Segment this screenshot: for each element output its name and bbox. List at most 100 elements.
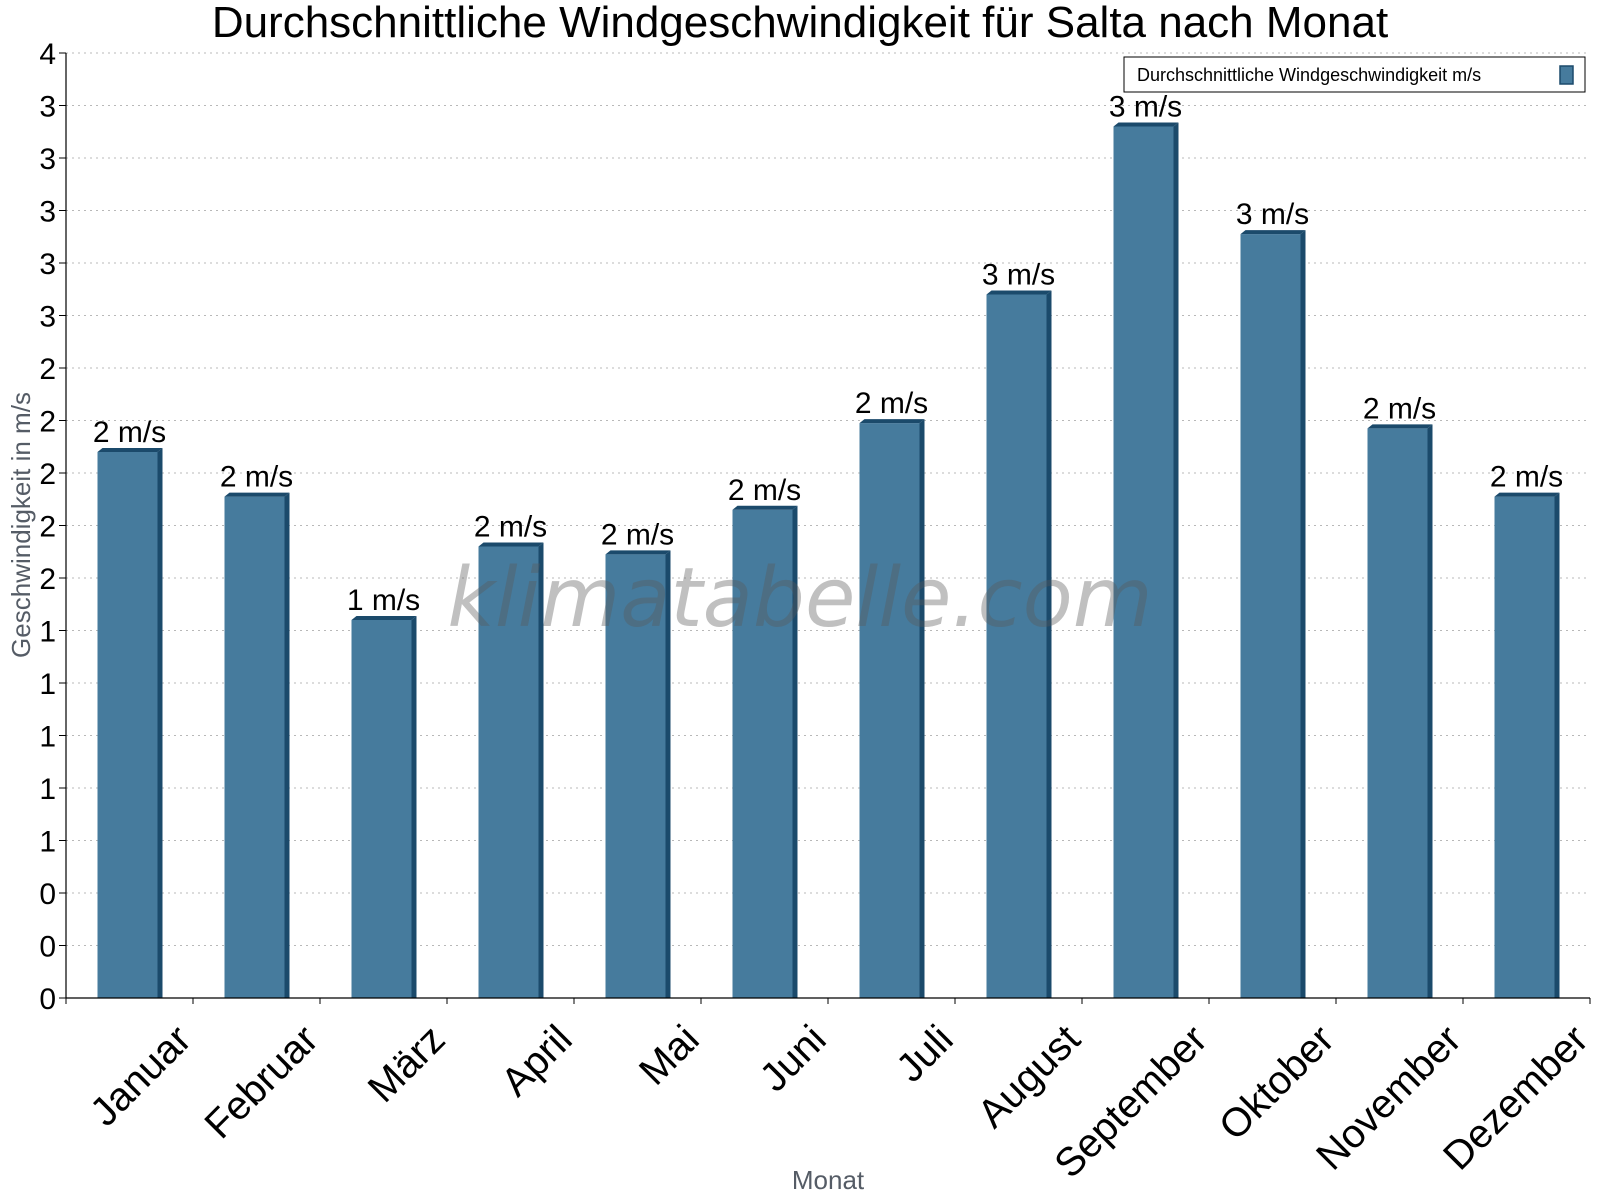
bar-face: [478, 546, 539, 998]
x-tick-label: März: [360, 1017, 454, 1111]
bar-side: [411, 616, 417, 998]
y-axis-title: Geschwindigkeit in m/s: [6, 392, 36, 658]
bar-side: [665, 550, 671, 998]
y-tick-labels: 0 0 0 1 1 1 1 1 2 2 2 2 2 3 3 3 3 3 4: [39, 38, 56, 1016]
bar-side: [157, 448, 163, 998]
bar-face: [97, 452, 158, 998]
data-labels: 2 m/s 2 m/s 1 m/s 2 m/s 2 m/s 2 m/s 2 m/s 3 m/s…: [93, 91, 1563, 618]
y-tick-label: 1: [39, 826, 56, 859]
data-label: 2 m/s: [93, 416, 166, 449]
y-tick-label: 2: [39, 458, 56, 491]
bar-top: [605, 550, 671, 555]
bar-face: [986, 294, 1047, 998]
data-label: 3 m/s: [1109, 91, 1182, 124]
bar: [224, 492, 290, 998]
bar-top: [1113, 122, 1179, 127]
y-tick-label: 0: [39, 983, 56, 1016]
bar-side: [792, 505, 798, 998]
x-tick-label: August: [969, 1017, 1088, 1136]
x-tick-label: Januar: [82, 1017, 200, 1135]
x-tick-label: Oktober: [1211, 1017, 1343, 1149]
bar-side: [1300, 230, 1306, 998]
bars: [97, 122, 1560, 998]
bar: [1240, 230, 1306, 998]
bar-top: [732, 505, 798, 510]
x-tick-label: Mai: [631, 1017, 708, 1094]
bar-top: [1240, 230, 1306, 235]
bar-side: [919, 419, 925, 998]
y-tick-label: 2: [39, 563, 56, 596]
x-axis-title: Monat: [792, 1165, 865, 1195]
x-tick-label: April: [493, 1017, 581, 1105]
data-label: 3 m/s: [982, 259, 1055, 292]
bar-side: [538, 542, 544, 998]
y-tick-label: 0: [39, 931, 56, 964]
y-tick-label: 1: [39, 773, 56, 806]
legend-swatch: [1559, 65, 1574, 85]
bar: [97, 448, 163, 998]
bar: [478, 542, 544, 998]
bar-face: [859, 423, 920, 998]
bar-face: [224, 496, 285, 998]
y-tick-label: 3: [39, 196, 56, 229]
bar-top: [97, 448, 163, 452]
data-label: 2 m/s: [728, 474, 801, 507]
bar-side: [1554, 492, 1560, 998]
data-label: 1 m/s: [347, 584, 420, 617]
y-tick-label: 2: [39, 353, 56, 386]
data-label: 2 m/s: [855, 387, 928, 420]
bar-face: [1240, 234, 1301, 998]
y-tick-label: 1: [39, 721, 56, 754]
gridlines: [66, 52, 1590, 946]
x-tick-label: Juni: [752, 1017, 835, 1100]
chart-title: Durchschnittliche Windgeschwindigkeit fü…: [212, 0, 1388, 47]
bar: [859, 419, 925, 998]
bar-side: [284, 492, 290, 998]
bar: [1494, 492, 1560, 998]
bar-face: [1367, 428, 1428, 998]
data-label: 2 m/s: [474, 511, 547, 544]
bar-face: [1494, 496, 1555, 998]
bar-top: [351, 616, 417, 620]
y-tick-label: 2: [39, 511, 56, 544]
bar-side: [1427, 424, 1433, 998]
bar: [1367, 424, 1433, 998]
y-tick-label: 3: [39, 301, 56, 334]
bar-top: [1494, 492, 1560, 497]
data-label: 2 m/s: [1490, 461, 1563, 494]
y-tick-label: 3: [39, 91, 56, 124]
x-tick-label: Juli: [888, 1017, 962, 1091]
bar-top: [478, 542, 544, 547]
bar-side: [1173, 122, 1179, 998]
y-tick-label: 3: [39, 143, 56, 176]
legend: Durchschnittliche Windgeschwindigkeit m/…: [1123, 56, 1586, 93]
legend-box: [1123, 56, 1586, 93]
data-label: 3 m/s: [1236, 198, 1309, 231]
watermark: klimatabelle.com: [447, 551, 1152, 646]
bar: [605, 550, 671, 998]
x-tick-label: Februar: [197, 1017, 327, 1147]
bar-face: [1113, 126, 1174, 998]
y-tick-label: 3: [39, 248, 56, 281]
bar-top: [1367, 424, 1433, 429]
y-tick-label: 1: [39, 668, 56, 701]
legend-label: Durchschnittliche Windgeschwindigkeit m/…: [1137, 65, 1481, 85]
data-label: 2 m/s: [220, 461, 293, 494]
bar-top: [986, 290, 1052, 295]
bar-top: [224, 492, 290, 497]
bar-face: [732, 509, 793, 998]
y-tick-label: 4: [39, 38, 56, 71]
data-label: 2 m/s: [601, 518, 674, 551]
bar: [986, 290, 1052, 998]
bar-face: [351, 620, 412, 998]
bar-side: [1046, 290, 1052, 998]
bar: [1113, 122, 1179, 998]
data-label: 2 m/s: [1363, 392, 1436, 425]
y-tick-label: 2: [39, 406, 56, 439]
axes: [59, 52, 1591, 1004]
bar: [732, 505, 798, 998]
y-tick-label: 0: [39, 878, 56, 911]
bar-top: [859, 419, 925, 424]
